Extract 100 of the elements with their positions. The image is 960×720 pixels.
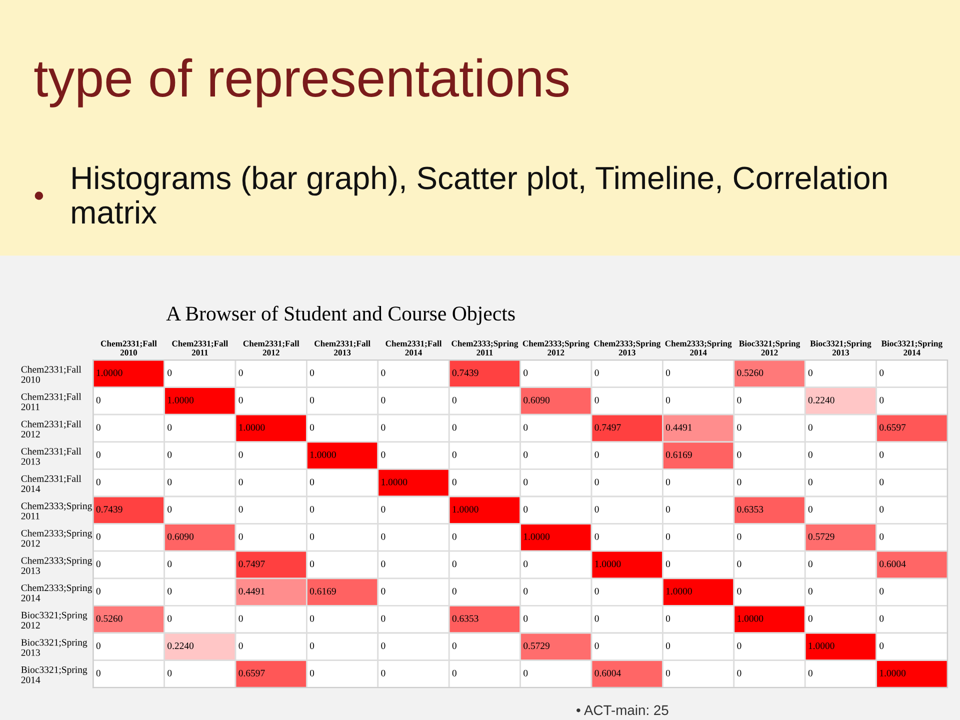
data-label: 0 (168, 451, 172, 458)
data-label: 0 (310, 370, 314, 376)
data-label: 0 (666, 642, 670, 650)
data-label: 0 (594, 642, 599, 650)
data-label: 0.6169 (666, 451, 692, 458)
data-label: 0 (452, 560, 456, 568)
y-tick-label: Chem2331;Fall 2014 (21, 475, 82, 492)
data-label: 0 (737, 588, 742, 594)
x-tick-label: Chem2331;Fall 2013 (314, 340, 370, 356)
data-label: 1.0000 (239, 424, 265, 431)
data-label: 0 (310, 670, 314, 676)
y-tick-label: Chem2333;Spring 2011 (21, 502, 92, 520)
data-label: 0 (168, 670, 172, 676)
data-label: 0 (96, 424, 100, 431)
data-label: 0 (452, 451, 456, 458)
data-label: 0.5260 (96, 615, 122, 622)
data-label: 0 (594, 396, 599, 404)
data-label: 0 (808, 478, 812, 486)
data-label: 0 (310, 642, 314, 650)
data-label: 0 (594, 451, 599, 458)
data-label: 0 (381, 370, 386, 376)
data-label: 0 (594, 588, 599, 594)
data-label: 0 (880, 615, 884, 622)
data-label: 0 (381, 451, 386, 458)
data-label: 0 (238, 533, 243, 540)
data-label: 1.0000 (382, 478, 408, 486)
x-tick-label: Chem2331;Fall 2014 (386, 340, 442, 356)
data-label: 0 (381, 533, 386, 540)
data-label: 0 (880, 478, 884, 486)
data-label: 0 (310, 424, 314, 431)
data-label: 0 (381, 642, 386, 650)
data-label: 0 (452, 396, 456, 404)
data-label: 0 (381, 588, 386, 594)
data-label: 0 (310, 533, 314, 540)
data-label: 0 (737, 396, 742, 404)
y-tick-label: Chem2333;Spring 2014 (21, 584, 92, 602)
data-label: 0.7439 (452, 370, 478, 376)
data-label: 0 (880, 396, 884, 404)
x-tick-label: Bioc3321;Spring 2012 (739, 340, 800, 356)
data-label: 0 (524, 670, 528, 676)
data-label: 0.2240 (168, 642, 194, 650)
data-label: 0.5729 (524, 642, 550, 650)
data-label: 0 (880, 370, 884, 376)
data-label: 0 (96, 478, 100, 486)
data-label: 0 (96, 588, 100, 594)
data-label: 0.5260 (737, 370, 764, 376)
data-label: 0.4491 (666, 424, 692, 431)
data-label: 1.0000 (738, 615, 764, 622)
text: • ACT-main: 25 (576, 704, 668, 716)
data-label: 0 (737, 424, 742, 431)
y-tick-label: Chem2331;Fall 2011 (21, 393, 82, 410)
text: • (34, 192, 44, 200)
data-label: 0.5729 (808, 533, 834, 540)
data-label: 0 (96, 533, 100, 540)
chart-title: type of representations (34, 58, 569, 108)
x-tick-label: Chem2333;Spring 2011 (452, 340, 518, 356)
data-label: 0 (594, 370, 599, 376)
data-label: 0 (310, 615, 314, 622)
data-label: 1.0000 (310, 451, 336, 458)
data-label: 0 (168, 478, 172, 486)
data-label: 0 (524, 560, 528, 568)
data-label: 0.6353 (452, 615, 478, 622)
data-label: 0.6090 (168, 533, 194, 540)
data-label: 0.6597 (238, 670, 265, 676)
data-label: 0 (310, 478, 314, 486)
data-label: 0.7497 (594, 424, 621, 431)
data-label: 0 (808, 370, 812, 376)
data-label: 0 (381, 506, 386, 513)
data-label: 0 (666, 478, 670, 486)
data-label: 0 (524, 506, 528, 513)
data-label: 0 (524, 615, 528, 622)
data-label: 0.4491 (238, 588, 265, 595)
chart-subtitle: A Browser of Student and Course Objects (166, 306, 515, 325)
data-label: 0 (880, 533, 884, 540)
data-label: 0 (666, 506, 670, 513)
y-tick-label: Chem2331;Fall 2010 (21, 366, 82, 383)
data-label: 0.7497 (238, 560, 265, 568)
y-tick-label: Chem2331;Fall 2012 (21, 420, 82, 438)
data-label: 1.0000 (524, 533, 550, 540)
data-label: 0 (737, 670, 742, 676)
data-label: 0 (168, 588, 172, 594)
data-label: 0 (880, 588, 884, 594)
data-label: 0.6004 (594, 670, 621, 676)
data-label: 0 (808, 424, 812, 431)
data-label: 0 (808, 506, 812, 513)
data-label: 0 (452, 478, 456, 486)
data-label: 0 (168, 424, 172, 431)
data-label: 0 (808, 615, 812, 622)
x-tick-label: Bioc3321;Spring 2014 (881, 340, 942, 356)
data-label: 0 (594, 506, 599, 513)
data-label: 0 (737, 451, 742, 458)
data-label: 0 (808, 670, 812, 676)
x-tick-label: Bioc3321;Spring 2013 (810, 340, 872, 356)
data-label: 0 (452, 670, 456, 676)
data-label: 0.6090 (524, 396, 550, 404)
y-tick-label: Chem2331;Fall 2013 (21, 448, 82, 465)
data-label: 0.6169 (310, 588, 336, 595)
data-label: 0 (96, 670, 100, 676)
data-label: 0 (381, 670, 386, 676)
data-label: 0 (381, 424, 386, 431)
